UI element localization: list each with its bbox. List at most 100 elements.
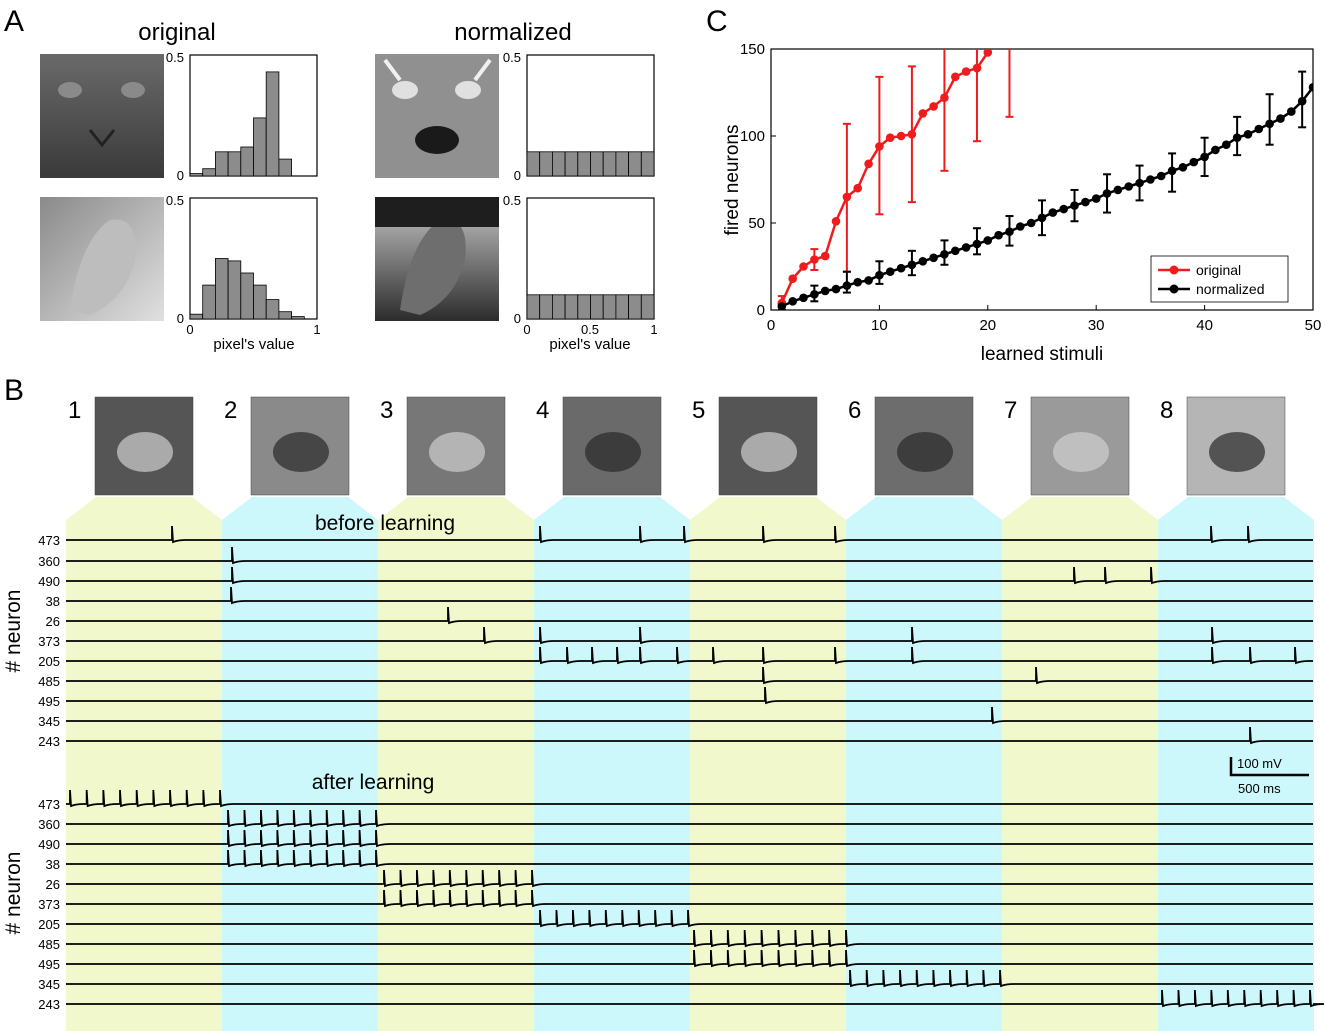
hist-bar — [278, 311, 292, 320]
stimulus-frame — [1030, 396, 1130, 496]
data-point — [1167, 166, 1177, 176]
neuron-id-label: 345 — [38, 714, 60, 729]
neuron-id-label: 373 — [38, 897, 60, 912]
data-point — [853, 183, 862, 193]
neuron-id-label: 26 — [46, 614, 60, 629]
data-point — [1005, 227, 1014, 236]
stimulus-number: 8 — [1160, 397, 1173, 424]
line-chart: 0 10 20 30 40 50 0 50 100 150 learned stimuli fir… — [722, 41, 1322, 365]
hist-bar — [615, 294, 630, 320]
trace-path — [66, 566, 1313, 585]
data-point — [1287, 107, 1296, 116]
data-point — [875, 270, 884, 280]
x-tick-label: 30 — [1088, 317, 1105, 334]
stim-band — [66, 520, 222, 1031]
hist-ymin: 0 — [177, 311, 184, 326]
hist-xlabel: pixel's value — [213, 336, 294, 353]
hist-bar — [189, 173, 204, 177]
neuron-id-label: 38 — [46, 594, 60, 609]
hist-norm-2: 0.5 0 0 0.5 1 pixel's value — [503, 193, 658, 353]
hist-ymin: 0 — [177, 168, 184, 183]
neuron-trace: 473 — [38, 525, 1313, 548]
neuron-trace: 243 — [38, 726, 1313, 749]
series-original — [777, 49, 1014, 310]
data-point — [907, 130, 917, 139]
neuron-id-label: 360 — [38, 554, 60, 569]
data-point — [1048, 208, 1058, 217]
hist-bar — [615, 151, 630, 177]
hist-ymax: 0.5 — [503, 193, 521, 208]
stim-band — [846, 520, 1002, 1031]
stimulus-number: 5 — [692, 397, 705, 424]
trace-path — [66, 809, 1313, 828]
neuron-trace: 495 — [38, 949, 1313, 972]
data-point — [864, 276, 873, 285]
hist-bar — [590, 294, 604, 320]
hist-bar — [552, 294, 566, 320]
stimulus-shape — [1209, 432, 1265, 472]
stimulus-number: 3 — [380, 397, 393, 424]
data-point — [1276, 114, 1285, 123]
hist-norm-1: 0.5 0 — [503, 50, 655, 183]
data-point — [940, 93, 949, 102]
panelA-image-orig-1 — [40, 54, 164, 178]
stim-band-top — [222, 497, 378, 520]
neuron-trace: 243 — [38, 989, 1325, 1012]
neuron-id-label: 490 — [38, 837, 60, 852]
x-axis-label: learned stimuli — [981, 344, 1104, 365]
traces-after-learning: 473 360 490 38 26 373 205 485 495 345 243 — [38, 789, 1325, 1012]
data-point — [1124, 182, 1133, 191]
neuron-id-label: 490 — [38, 574, 60, 589]
stimulus-frame — [1186, 396, 1286, 496]
trace-path — [66, 989, 1325, 1008]
hist-bar — [628, 151, 642, 177]
hist-bar — [602, 294, 617, 320]
stimulus-frame — [874, 396, 974, 496]
hist-bar — [590, 151, 604, 177]
neuron-trace: 26 — [46, 869, 1313, 892]
data-point — [1156, 171, 1166, 181]
data-point — [1222, 140, 1231, 149]
stimulus-shape — [273, 432, 329, 472]
x-tick-label: 50 — [1305, 317, 1322, 334]
neuron-trace: 373 — [38, 626, 1313, 649]
data-point — [810, 255, 819, 264]
hist-bars — [526, 151, 655, 177]
hist-ymax: 0.5 — [503, 50, 521, 65]
trace-path — [66, 586, 1313, 605]
neuron-id-label: 345 — [38, 977, 60, 992]
hist-bar — [253, 284, 267, 320]
data-point — [918, 257, 928, 266]
stim-band — [534, 520, 690, 1031]
hist-bar — [539, 294, 553, 320]
y-tick-label: 150 — [740, 41, 765, 58]
hist-bar — [526, 294, 541, 320]
hist-ymax: 0.5 — [166, 193, 184, 208]
neuron-id-label: 360 — [38, 817, 60, 832]
panelA-image-norm-1 — [375, 54, 499, 178]
stimulus-number: 7 — [1004, 397, 1017, 424]
stimulus-thumbnails: 1 2 3 4 5 6 7 8 — [68, 396, 1286, 496]
stimulus-image-2 — [250, 396, 350, 496]
neuron-trace: 473 — [38, 789, 1313, 812]
data-point — [961, 243, 971, 252]
panel-B-label: B — [4, 374, 24, 407]
data-point — [961, 67, 971, 76]
hist-bar — [602, 151, 617, 177]
data-point — [810, 290, 819, 299]
hist-bars — [189, 258, 305, 320]
trace-path — [66, 706, 1313, 725]
neuron-trace: 360 — [38, 546, 1313, 569]
neuron-axis-label-top: # neuron — [2, 590, 25, 673]
trace-path — [66, 726, 1313, 745]
neuron-id-label: 243 — [38, 997, 60, 1012]
stimulus-number: 6 — [848, 397, 861, 424]
data-point — [788, 274, 797, 284]
neuron-id-label: 373 — [38, 634, 60, 649]
stimulus-shape — [117, 432, 173, 472]
stimulus-image-5 — [718, 396, 818, 496]
stim-band — [222, 520, 378, 1031]
hist-bar — [202, 168, 216, 177]
hist-bar — [202, 284, 216, 320]
stimulus-image-7 — [1030, 396, 1130, 496]
